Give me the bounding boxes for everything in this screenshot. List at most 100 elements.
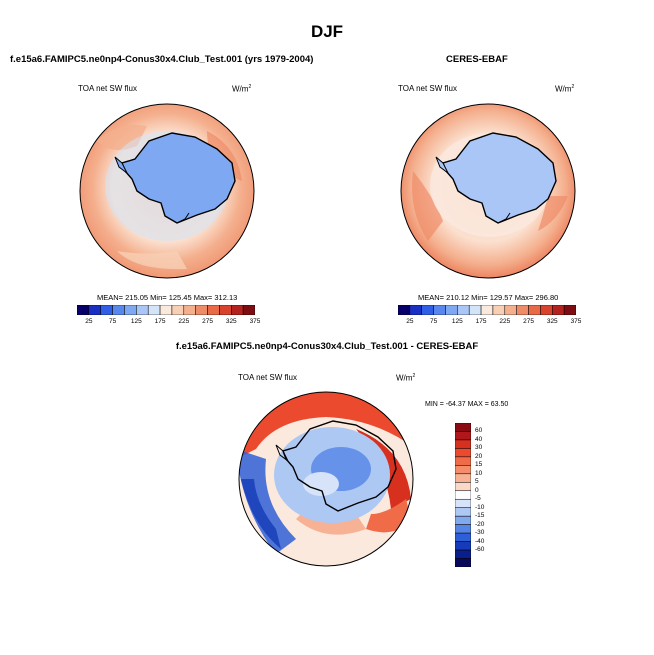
model-stats: MEAN= 215.05 Min= 125.45 Max= 312.13 (97, 293, 238, 302)
obs-colorbar-labels: 25 75 125 175 225 275 325 375 (398, 318, 581, 328)
model-colorbar-labels: 25 75 125 175 225 275 325 375 (77, 318, 260, 328)
diff-colorbar-tick-label: 0 (475, 486, 479, 494)
diff-polar-map (238, 391, 414, 567)
obs-colorbar-swatch (480, 305, 494, 315)
model-colorbar-tick-label: 225 (178, 318, 190, 325)
diff-colorbar-labels: 60 40 30 20 15 10 5 0 -5 -10 -15 -20 -30 -40 -60 (475, 423, 505, 567)
model-colorbar-swatch (207, 305, 220, 315)
diff-colorbar-tick-label: -20 (475, 520, 485, 528)
obs-colorbar-tick-label: 325 (546, 318, 558, 325)
model-colorbar-swatch (171, 305, 185, 315)
diff-units-label: W/m2 (396, 373, 416, 383)
diff-antarctica-landmass (282, 420, 397, 512)
diff-colorbar-swatch (455, 448, 471, 458)
diff-colorbar-swatch (455, 515, 471, 525)
model-colorbar-tick-label: 75 (108, 318, 117, 325)
model-colorbar-swatch (231, 305, 244, 315)
diff-colorbar-swatch (455, 431, 471, 441)
diff-colorbar (455, 423, 471, 567)
model-colorbar-tick-label: 175 (154, 318, 166, 325)
obs-antarctica-landmass (442, 132, 557, 224)
diff-colorbar-tick-label: 5 (475, 478, 479, 486)
obs-polar-map (400, 103, 576, 279)
model-colorbar-tick-label: 325 (225, 318, 237, 325)
model-colorbar-swatch (112, 305, 125, 315)
model-colorbar-swatch (88, 305, 101, 315)
diff-colorbar-tick-label: 20 (475, 452, 483, 460)
model-colorbar-swatch (136, 305, 149, 315)
model-colorbar-swatch (124, 305, 137, 315)
model-panel-title: f.e15a6.FAMIPC5.ne0np4-Conus30x4.Club_Te… (10, 54, 314, 65)
obs-colorbar-swatch (504, 305, 517, 315)
diff-colorbar-swatch (455, 532, 471, 542)
obs-colorbar-tick-label: 375 (570, 318, 582, 325)
diff-colorbar-tick-label: 30 (475, 444, 483, 452)
diff-panel-title: f.e15a6.FAMIPC5.ne0np4-Conus30x4.Club_Te… (175, 341, 479, 352)
diff-colorbar-tick-label: 15 (475, 461, 483, 469)
model-polar-map (79, 103, 255, 279)
diff-colorbar-tick-label: -30 (475, 529, 485, 537)
model-colorbar-tick-label: 125 (130, 318, 142, 325)
diff-colorbar-swatch (455, 498, 471, 508)
obs-colorbar (398, 305, 576, 315)
model-colorbar-swatch (147, 305, 161, 315)
obs-colorbar-swatch (528, 305, 541, 315)
obs-panel-title: CERES-EBAF (446, 54, 508, 65)
diff-variable-label: TOA net SW flux (238, 373, 297, 382)
obs-colorbar-swatch (409, 305, 422, 315)
diff-colorbar-tick-label: 40 (475, 435, 483, 443)
model-colorbar-swatch (77, 305, 90, 315)
model-colorbar-swatch (242, 305, 255, 315)
diff-colorbar-tick-label: -40 (475, 537, 485, 545)
obs-colorbar-swatch (540, 305, 553, 315)
obs-units-label: W/m2 (555, 84, 575, 94)
obs-colorbar-tick-label: 25 (406, 318, 414, 325)
model-colorbar-tick-label: 375 (249, 318, 261, 325)
obs-colorbar-swatch (398, 305, 411, 315)
obs-colorbar-swatch (563, 305, 576, 315)
obs-colorbar-tick-label: 225 (499, 318, 511, 325)
obs-colorbar-swatch (552, 305, 565, 315)
model-colorbar-swatch (183, 305, 196, 315)
diff-colorbar-swatch (455, 558, 471, 567)
obs-colorbar-tick-label: 125 (451, 318, 463, 325)
model-colorbar-swatch (219, 305, 232, 315)
diff-colorbar-swatch (455, 507, 471, 517)
diff-colorbar-tick-label: -15 (475, 512, 485, 520)
diff-colorbar-tick-label: 60 (475, 427, 483, 435)
diff-colorbar-swatch (455, 465, 471, 475)
diff-colorbar-tick-label: -5 (475, 495, 481, 503)
diff-colorbar-tick-label: -10 (475, 503, 485, 511)
obs-stats: MEAN= 210.12 Min= 129.57 Max= 296.80 (418, 293, 559, 302)
obs-colorbar-swatch (433, 305, 446, 315)
model-colorbar-swatch (195, 305, 208, 315)
diff-colorbar-swatch (455, 423, 471, 432)
model-antarctica-landmass (121, 132, 236, 224)
model-units-label: W/m2 (232, 84, 252, 94)
diff-colorbar-swatch (455, 524, 471, 534)
obs-colorbar-tick-label: 175 (475, 318, 487, 325)
obs-colorbar-swatch (457, 305, 470, 315)
diff-colorbar-swatch (455, 456, 471, 466)
diff-colorbar-swatch (455, 482, 471, 492)
obs-colorbar-swatch (516, 305, 529, 315)
diff-colorbar-swatch (455, 490, 471, 500)
diff-colorbar-swatch (455, 439, 471, 449)
obs-colorbar-swatch (468, 305, 482, 315)
model-colorbar-tick-label: 25 (85, 318, 93, 325)
model-colorbar-swatch (159, 305, 173, 315)
obs-colorbar-swatch (421, 305, 434, 315)
page-title: DJF (310, 22, 344, 41)
model-colorbar (77, 305, 255, 315)
diff-colorbar-swatch (455, 473, 471, 483)
model-variable-label: TOA net SW flux (78, 84, 137, 93)
diff-colorbar-tick-label: -60 (475, 546, 485, 554)
diff-colorbar-tick-label: 10 (475, 469, 483, 477)
obs-colorbar-swatch (492, 305, 506, 315)
obs-colorbar-tick-label: 275 (523, 318, 534, 325)
obs-colorbar-swatch (445, 305, 458, 315)
diff-colorbar-swatch (455, 549, 471, 559)
obs-colorbar-tick-label: 75 (429, 318, 438, 325)
model-colorbar-tick-label: 275 (202, 318, 213, 325)
diff-colorbar-swatch (455, 541, 471, 551)
